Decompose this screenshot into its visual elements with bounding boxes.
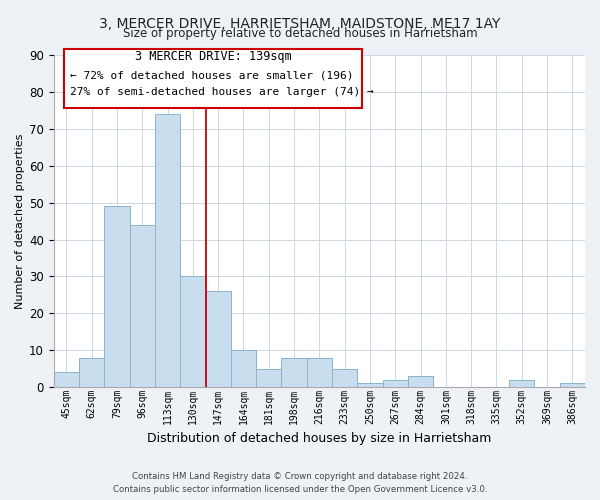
Y-axis label: Number of detached properties: Number of detached properties (15, 134, 25, 309)
Bar (408, 376, 433, 387)
Text: 3 MERCER DRIVE: 139sqm: 3 MERCER DRIVE: 139sqm (135, 50, 292, 63)
Bar (231, 350, 256, 387)
Text: 27% of semi-detached houses are larger (74) →: 27% of semi-detached houses are larger (… (70, 86, 373, 97)
Bar (560, 384, 585, 387)
Bar (509, 380, 535, 387)
Text: Size of property relative to detached houses in Harrietsham: Size of property relative to detached ho… (122, 28, 478, 40)
Text: 3, MERCER DRIVE, HARRIETSHAM, MAIDSTONE, ME17 1AY: 3, MERCER DRIVE, HARRIETSHAM, MAIDSTONE,… (100, 18, 500, 32)
Bar (206, 291, 231, 387)
Bar (130, 225, 155, 387)
Bar (307, 358, 332, 387)
Bar (256, 368, 281, 387)
FancyBboxPatch shape (64, 48, 362, 108)
X-axis label: Distribution of detached houses by size in Harrietsham: Distribution of detached houses by size … (147, 432, 491, 445)
Bar (281, 358, 307, 387)
Bar (180, 276, 206, 387)
Text: ← 72% of detached houses are smaller (196): ← 72% of detached houses are smaller (19… (70, 70, 353, 80)
Text: Contains HM Land Registry data © Crown copyright and database right 2024.
Contai: Contains HM Land Registry data © Crown c… (113, 472, 487, 494)
Bar (358, 384, 383, 387)
Bar (332, 368, 358, 387)
Bar (104, 206, 130, 387)
Bar (155, 114, 180, 387)
Bar (79, 358, 104, 387)
Bar (383, 380, 408, 387)
Bar (54, 372, 79, 387)
